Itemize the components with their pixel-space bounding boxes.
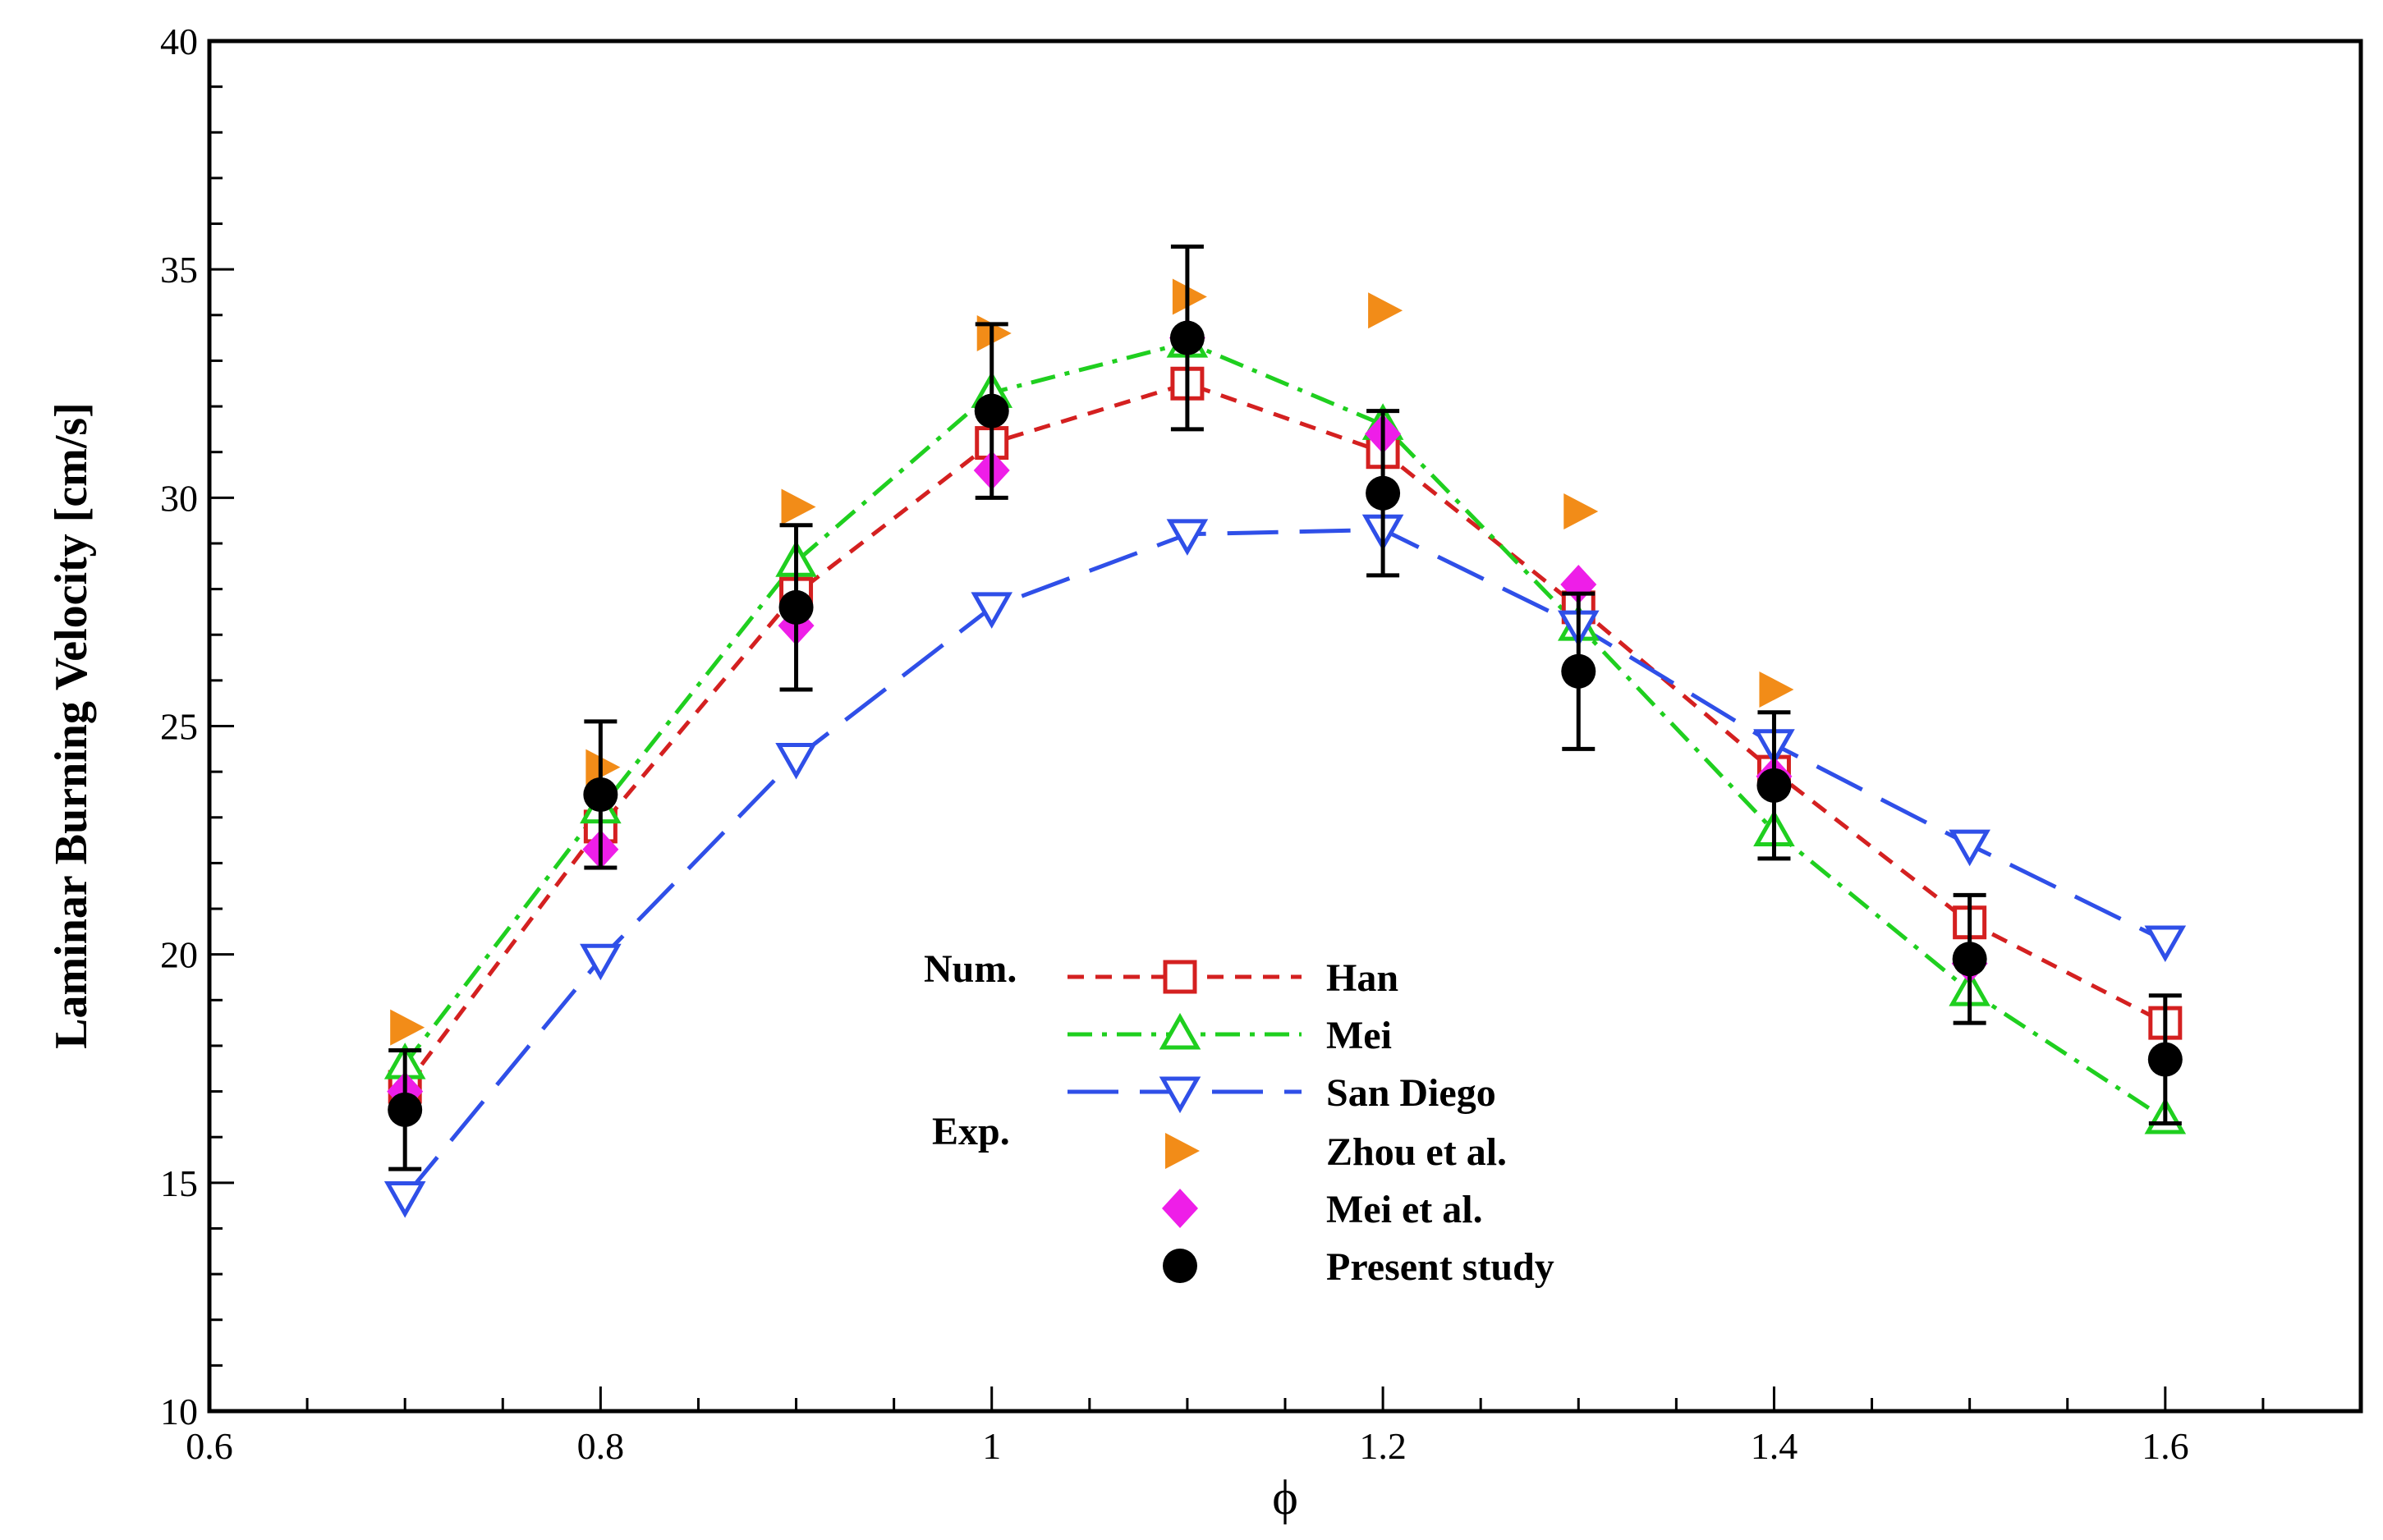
legend-marker-han [1163, 960, 1197, 994]
legend-marker-mei [1159, 1012, 1201, 1050]
x-tick-label: 1.2 [1359, 1425, 1407, 1467]
legend-marker-mei-et-al [1162, 1189, 1198, 1228]
y-tick-label: 20 [160, 934, 198, 976]
legend-marker-zhou-et-al [1165, 1133, 1200, 1169]
marker-present-study [1561, 653, 1596, 689]
marker-present-study [388, 1092, 423, 1127]
plot-frame [207, 39, 2363, 1414]
legend-label-san-diego: San Diego [1326, 1071, 1496, 1115]
marker-san-diego [383, 1181, 426, 1218]
series-line-san-diego [403, 527, 2166, 1199]
legend-label-zhou-et-al: Zhou et al. [1326, 1130, 1507, 1174]
legend-label-mei: Mei [1326, 1014, 1392, 1057]
legend-marker-present-study [1163, 1249, 1197, 1283]
marker-san-diego [1949, 829, 1990, 867]
plot-area [209, 41, 2361, 1411]
x-axis-title: ϕ [1272, 1470, 1298, 1524]
legend-label-han: Han [1326, 956, 1398, 1000]
y-axis-title: Laminar Burning Velocity [cm/s] [46, 402, 97, 1049]
marker-present-study [2147, 1042, 2183, 1077]
marker-san-diego [1166, 519, 1209, 556]
marker-present-study [1756, 768, 1792, 803]
x-tick-label: 0.6 [186, 1425, 233, 1467]
marker-present-study [778, 589, 814, 625]
marker-san-diego [2144, 925, 2187, 963]
marker-present-study [583, 777, 618, 812]
marker-present-study [1169, 320, 1205, 355]
y-tick-label: 15 [160, 1162, 198, 1204]
y-tick-label: 40 [160, 21, 198, 62]
marker-san-diego [775, 742, 817, 780]
legend: Num. Exp. Han Mei San Diego Zhou et al. Mei … [924, 947, 1554, 1289]
marker-zhou-et-al [585, 749, 621, 786]
marker-present-study [974, 393, 1009, 429]
marker-san-diego [971, 592, 1013, 629]
y-tick-label: 25 [160, 706, 198, 748]
marker-zhou-et-al [781, 488, 816, 525]
marker-zhou-et-al [390, 1009, 425, 1046]
legend-label-present-study: Present study [1326, 1245, 1554, 1289]
x-tick-label: 0.8 [577, 1425, 625, 1467]
x-tick-label: 1.4 [1751, 1425, 1798, 1467]
legend-heading-exp: Exp. [932, 1110, 1010, 1153]
y-tick-label: 35 [160, 249, 198, 291]
marker-zhou-et-al [1759, 671, 1794, 708]
series-line-mei [403, 340, 2167, 1121]
marker-zhou-et-al [1172, 278, 1207, 315]
legend-marker-san-diego [1159, 1076, 1201, 1114]
marker-zhou-et-al [1563, 493, 1599, 530]
legend-heading-num: Num. [924, 947, 1017, 991]
y-tick-label: 10 [160, 1391, 198, 1432]
marker-present-study [1366, 475, 1401, 511]
legend-label-mei-et-al: Mei et al. [1326, 1188, 1483, 1231]
marker-present-study [1952, 942, 1987, 977]
marker-zhou-et-al [1368, 292, 1403, 329]
x-tick-label: 1.6 [2142, 1425, 2189, 1467]
x-tick-label: 1 [982, 1425, 1001, 1467]
series-line-han [403, 381, 2166, 1089]
y-tick-label: 30 [160, 477, 198, 519]
marker-san-diego [580, 943, 622, 981]
